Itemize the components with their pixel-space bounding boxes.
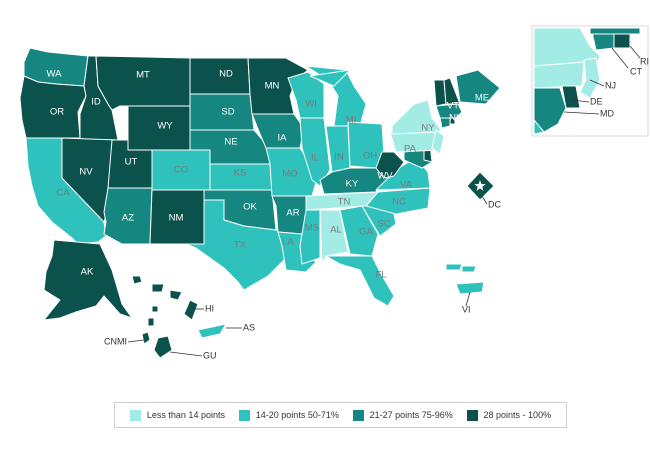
dc-star-icon [474,180,486,191]
state-ak[interactable] [43,239,133,321]
state-mt[interactable] [95,55,191,111]
state-ma[interactable] [435,103,463,119]
state-az[interactable] [103,187,153,245]
state-il[interactable] [299,117,331,187]
state-cnmi[interactable] [141,331,151,345]
leader-line-de [571,99,590,103]
leader-line-md [563,111,600,115]
state-sd[interactable] [189,93,255,131]
state-label-hi: HI [205,303,214,313]
legend-label: 28 points - 100% [483,410,552,420]
state-as[interactable] [197,323,227,339]
legend-label: 14-20 points 50-71% [255,410,339,420]
inset-state-nj[interactable] [579,57,601,99]
legend-swatch [129,409,141,421]
state-nh[interactable] [443,77,461,105]
leader-line-ct [611,47,629,69]
state-fl[interactable] [325,255,395,307]
state-hi-part[interactable] [169,289,183,301]
state-label-md: MD [600,108,614,118]
legend-label: 21-27 points 75-96% [369,410,453,420]
state-nm[interactable] [149,189,205,245]
legend-label: Less than 14 points [146,410,225,420]
state-hi-part[interactable] [131,275,143,285]
legend: Less than 14 points 14-20 points 50-71% 21… [114,402,567,428]
state-label-vi: VI [462,304,471,314]
state-label-as: AS [243,322,255,332]
state-hi[interactable] [183,299,199,321]
leader-line-vi [465,291,471,307]
state-label-nj: NJ [605,80,616,90]
state-me[interactable] [455,69,501,105]
state-mo[interactable] [265,147,317,197]
leader-line-nj [589,79,605,87]
legend-item: 21-27 points 75-96% [352,409,453,421]
state-nd[interactable] [189,57,251,95]
inset-state-de[interactable] [561,85,581,109]
state-ks[interactable] [209,163,273,191]
inset-state-pa[interactable] [533,61,585,89]
state-label-ct: CT [630,66,642,76]
state-cnmi-part[interactable] [147,317,155,327]
state-vi-part[interactable] [445,263,463,271]
legend-item: 14-20 points 50-71% [238,409,339,421]
state-nj[interactable] [431,129,445,155]
state-mn[interactable] [247,57,309,115]
inset-state-ma[interactable] [589,27,641,35]
state-vi[interactable] [455,281,485,295]
legend-item: Less than 14 points [129,409,225,421]
leader-line-gu [169,351,203,357]
state-label-de: DE [590,96,603,106]
state-label-ri: RI [640,56,649,66]
state-label-dc: DC [488,199,501,209]
state-vi-part[interactable] [461,265,477,273]
legend-swatch [238,409,250,421]
state-gu[interactable] [153,335,173,359]
legend-swatch [466,409,478,421]
state-hi-part[interactable] [151,283,165,293]
leader-line-dc [481,195,488,205]
leader-line-cnmi [127,339,145,343]
states-layer [19,47,501,359]
state-ny[interactable] [391,99,441,135]
state-cnmi-part[interactable] [151,305,159,313]
state-wv[interactable] [375,151,405,179]
state-tx[interactable] [185,199,287,291]
state-label-gu: GU [203,350,217,360]
inset-state-va[interactable] [533,119,545,135]
state-or[interactable] [19,75,87,139]
state-wy[interactable] [127,105,191,151]
legend-item: 28 points - 100% [466,409,552,421]
state-co[interactable] [151,149,211,191]
state-nc[interactable] [365,187,431,215]
leader-line-ri [629,45,641,59]
legend-swatch [352,409,364,421]
state-al[interactable] [319,209,349,265]
state-label-cnmi: CNMI [104,336,127,346]
northeast-inset [531,25,649,137]
state-ms[interactable] [299,209,321,265]
state-mi-part[interactable] [309,69,351,87]
state-ga[interactable] [339,205,379,257]
